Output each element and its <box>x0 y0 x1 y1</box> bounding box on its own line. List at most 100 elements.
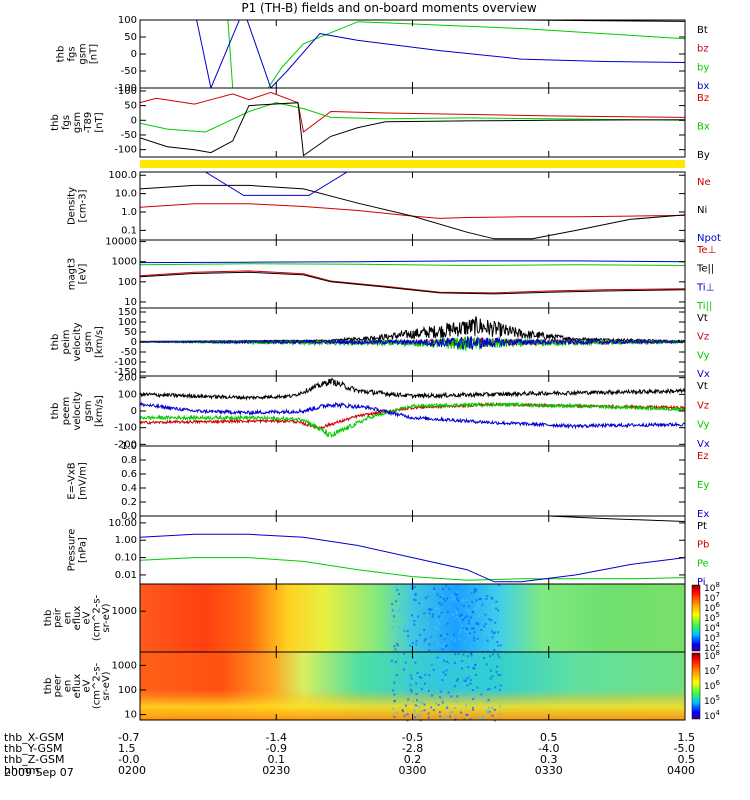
y-tick-label: -100 <box>114 145 137 156</box>
y-tick-label: 0.0 <box>121 511 137 522</box>
legend-entry: Vz <box>697 332 709 343</box>
legend-entry: Ez <box>697 451 709 462</box>
y-axis-label: thb <box>43 610 54 627</box>
panel-7: Ez Ey Ex 1.0 0.8 0.6 0.4 0.2 0.0 E=-VxB [mV/m] <box>67 441 710 522</box>
x-row-label: thb_Z-GSM <box>4 753 64 766</box>
panel-3: Ne Ni Npot 100.0 10.0 1.0 0.1 Density [cm-3] <box>67 170 721 244</box>
panel-4: Te⊥ Te|| Ti⊥ Ti|| 10000 1000 100 10 magt3 [eV] <box>67 237 717 312</box>
yellow-status-bar <box>140 160 685 168</box>
y-tick-label: 50 <box>124 327 137 338</box>
y-axis-label: [nT] <box>89 44 100 64</box>
legend-entry: Vt <box>697 313 708 324</box>
legend-entry: bx <box>697 81 709 92</box>
colorbar <box>691 652 701 720</box>
legend-entry: Bz <box>697 93 709 104</box>
y-axis-label: [cm-3] <box>78 189 89 222</box>
y-axis-label: sr-eV) <box>101 671 112 700</box>
y-tick-label: 0 <box>131 406 137 417</box>
x-tick-value: -5.0 <box>674 742 695 755</box>
y-axis-label: magt3 <box>67 258 78 291</box>
y-axis-label: fgs <box>61 115 72 130</box>
y-axis-label: sr-eV) <box>101 603 112 632</box>
legend-entry: Ex <box>697 509 709 520</box>
panel-2: Bz Bx By 100 50 0 -50 -100 thb fgs gsm -T89 [nT] <box>50 86 710 161</box>
series-line-bx <box>196 20 685 88</box>
y-tick-label: 100 <box>118 685 137 696</box>
y-axis-label: velocity <box>72 322 83 361</box>
y-tick-label: -100 <box>114 83 137 94</box>
y-tick-label: 0.6 <box>121 469 137 480</box>
y-tick-label: 10.0 <box>115 189 137 200</box>
figure-title: P1 (TH-B) fields and on-board moments ov… <box>241 1 537 15</box>
y-tick-label: 100 <box>118 317 137 328</box>
y-axis-label: fgs <box>67 46 78 61</box>
x-tick-value: 0.3 <box>540 753 558 766</box>
x-tick-value: -0.5 <box>402 731 423 744</box>
y-axis-label: [km/s] <box>94 326 105 358</box>
legend-entry: Npot <box>697 233 721 244</box>
series-line-Bz <box>140 91 685 133</box>
series-line-Pe <box>140 557 685 581</box>
y-axis-label: gsm <box>78 43 89 64</box>
y-tick-label: 10.00 <box>108 518 137 529</box>
y-axis-label: [eV] <box>78 264 89 285</box>
y-axis-label: peim <box>61 329 72 354</box>
x-tick-value: -1.4 <box>266 731 287 744</box>
y-axis-label: eV <box>82 611 93 624</box>
legend-entry: Vt <box>697 381 708 392</box>
panel-8: Pt Pb Pe Pi 10.00 1.00 0.10 0.01 Pressure [nPa] <box>67 515 709 588</box>
colorbar-label: 106 <box>704 679 720 692</box>
series-line-Ti⊥ <box>140 260 685 264</box>
series-line-Npot <box>205 172 348 196</box>
series-line-Vx <box>140 401 685 430</box>
y-axis-label: en <box>62 680 73 693</box>
legend-entry: Bt <box>697 25 708 36</box>
series-line-Vt <box>140 316 685 343</box>
y-axis-label: velocity <box>72 391 83 430</box>
y-tick-label: 0.4 <box>121 483 137 494</box>
y-tick-label: 100 <box>118 389 137 400</box>
y-tick-label: 100 <box>118 86 137 97</box>
x-tick-value: 0300 <box>399 764 427 777</box>
x-tick-value: 0230 <box>262 764 290 777</box>
y-tick-label: 1.00 <box>115 535 137 546</box>
y-tick-label: 1000 <box>112 606 137 617</box>
y-axis-label: -T89 <box>83 112 94 134</box>
series-line-Vx <box>140 335 685 351</box>
y-tick-label: 1000 <box>112 660 137 671</box>
y-tick-label: -100 <box>114 423 137 434</box>
legend-entry: By <box>697 150 710 161</box>
legend-entry: Te|| <box>696 264 714 275</box>
panel-6: Vt Vz Vy Vx 200 100 0 -100 -200 thb peem velocity gs… <box>50 373 710 451</box>
y-tick-label: 0.10 <box>115 553 137 564</box>
y-tick-label: 200 <box>118 373 137 384</box>
legend-entry: Vy <box>697 350 710 361</box>
x-tick-value: 1.5 <box>678 731 696 744</box>
y-tick-label: 50 <box>124 32 137 43</box>
colorbar-label: 104 <box>704 709 720 722</box>
panel-1: Bt bz by bx 100 50 0 -50 -100 thb fgs gsm [nT] <box>56 15 710 94</box>
x-axis-labels: thb_X-GSMthb_Y-GSMthb_Z-GSMhhmm-0.71.5-0… <box>4 731 695 777</box>
legend-entry: Pi <box>697 577 706 588</box>
x-tick-value: 0.5 <box>540 731 558 744</box>
series-line-Te⊥ <box>140 270 685 294</box>
y-tick-label: 10 <box>124 710 137 721</box>
x-tick-value: 0.5 <box>678 753 696 766</box>
x-tick-value: -2.8 <box>402 742 423 755</box>
legend-entry: bz <box>697 44 709 55</box>
y-axis-label: peem <box>61 397 72 425</box>
legend-entry: Bx <box>697 122 710 133</box>
y-axis-label: [mV/m] <box>78 462 89 500</box>
y-axis-label: [km/s] <box>94 395 105 427</box>
y-tick-label: 0 <box>131 115 137 126</box>
series-line-Ti|| <box>140 263 685 267</box>
spectrogram-image <box>140 584 685 652</box>
y-axis-label: peir <box>53 607 64 627</box>
y-tick-label: 0.1 <box>121 225 137 236</box>
y-axis-label: gsm <box>83 400 94 421</box>
y-axis-label: peer <box>53 674 64 698</box>
y-axis-label: E=-VxB <box>67 462 78 499</box>
legend-entry: Ey <box>697 480 709 491</box>
